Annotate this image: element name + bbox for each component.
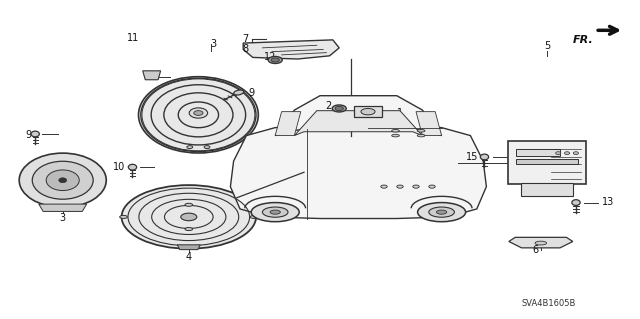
Ellipse shape xyxy=(413,185,419,188)
Ellipse shape xyxy=(556,152,561,155)
Ellipse shape xyxy=(59,178,67,183)
Polygon shape xyxy=(143,71,161,80)
Bar xyxy=(516,160,578,164)
Ellipse shape xyxy=(46,170,79,190)
Text: SVA4B1605B: SVA4B1605B xyxy=(522,299,576,308)
Ellipse shape xyxy=(185,227,193,231)
Ellipse shape xyxy=(480,154,489,160)
Ellipse shape xyxy=(417,130,425,132)
FancyBboxPatch shape xyxy=(509,141,586,184)
Ellipse shape xyxy=(270,210,280,214)
Polygon shape xyxy=(243,40,339,59)
Ellipse shape xyxy=(392,134,399,137)
Text: 4: 4 xyxy=(186,252,192,262)
Text: 12: 12 xyxy=(264,52,276,63)
Ellipse shape xyxy=(535,241,547,245)
Ellipse shape xyxy=(271,58,280,62)
Ellipse shape xyxy=(564,152,570,155)
Ellipse shape xyxy=(120,215,127,219)
Polygon shape xyxy=(39,204,86,211)
Text: 3: 3 xyxy=(60,213,66,223)
Ellipse shape xyxy=(417,134,425,137)
Ellipse shape xyxy=(268,56,282,63)
Ellipse shape xyxy=(381,185,387,188)
Text: 11: 11 xyxy=(127,33,140,43)
Text: 9: 9 xyxy=(248,87,255,98)
Ellipse shape xyxy=(262,207,288,217)
Text: 8: 8 xyxy=(242,44,248,55)
Ellipse shape xyxy=(32,161,93,199)
Text: FR.: FR. xyxy=(573,35,594,45)
Ellipse shape xyxy=(138,77,259,153)
Polygon shape xyxy=(275,112,301,136)
Ellipse shape xyxy=(124,207,258,230)
Ellipse shape xyxy=(392,130,399,132)
Text: 3: 3 xyxy=(210,39,216,49)
Ellipse shape xyxy=(19,153,106,207)
Ellipse shape xyxy=(128,164,137,170)
Ellipse shape xyxy=(573,152,579,155)
Ellipse shape xyxy=(204,146,210,149)
Polygon shape xyxy=(416,112,442,136)
Ellipse shape xyxy=(252,203,300,222)
Ellipse shape xyxy=(187,146,193,149)
Ellipse shape xyxy=(122,185,256,249)
Polygon shape xyxy=(294,111,422,136)
Ellipse shape xyxy=(250,215,258,219)
Ellipse shape xyxy=(31,131,40,137)
Ellipse shape xyxy=(234,90,244,95)
Bar xyxy=(516,149,561,157)
Ellipse shape xyxy=(418,203,466,222)
Ellipse shape xyxy=(429,207,454,217)
Ellipse shape xyxy=(332,105,346,112)
Bar xyxy=(354,106,382,117)
Text: 5: 5 xyxy=(544,41,550,51)
Text: 6: 6 xyxy=(532,245,539,256)
Text: 10: 10 xyxy=(113,162,125,173)
Ellipse shape xyxy=(436,210,447,214)
Text: 2: 2 xyxy=(325,101,332,111)
Polygon shape xyxy=(275,96,442,136)
Ellipse shape xyxy=(189,108,207,118)
Text: 15: 15 xyxy=(467,152,479,162)
Ellipse shape xyxy=(397,185,403,188)
Text: 1: 1 xyxy=(397,108,403,118)
Text: 7: 7 xyxy=(242,34,248,44)
Polygon shape xyxy=(230,126,486,219)
Text: 13: 13 xyxy=(602,197,614,207)
Ellipse shape xyxy=(429,185,435,188)
Ellipse shape xyxy=(185,203,193,206)
Ellipse shape xyxy=(335,106,344,110)
Text: 9: 9 xyxy=(26,130,32,140)
Ellipse shape xyxy=(180,213,197,221)
Ellipse shape xyxy=(194,111,203,115)
Ellipse shape xyxy=(572,200,580,205)
Ellipse shape xyxy=(361,108,375,115)
Bar xyxy=(522,183,573,196)
Polygon shape xyxy=(509,237,573,248)
Polygon shape xyxy=(177,245,200,250)
